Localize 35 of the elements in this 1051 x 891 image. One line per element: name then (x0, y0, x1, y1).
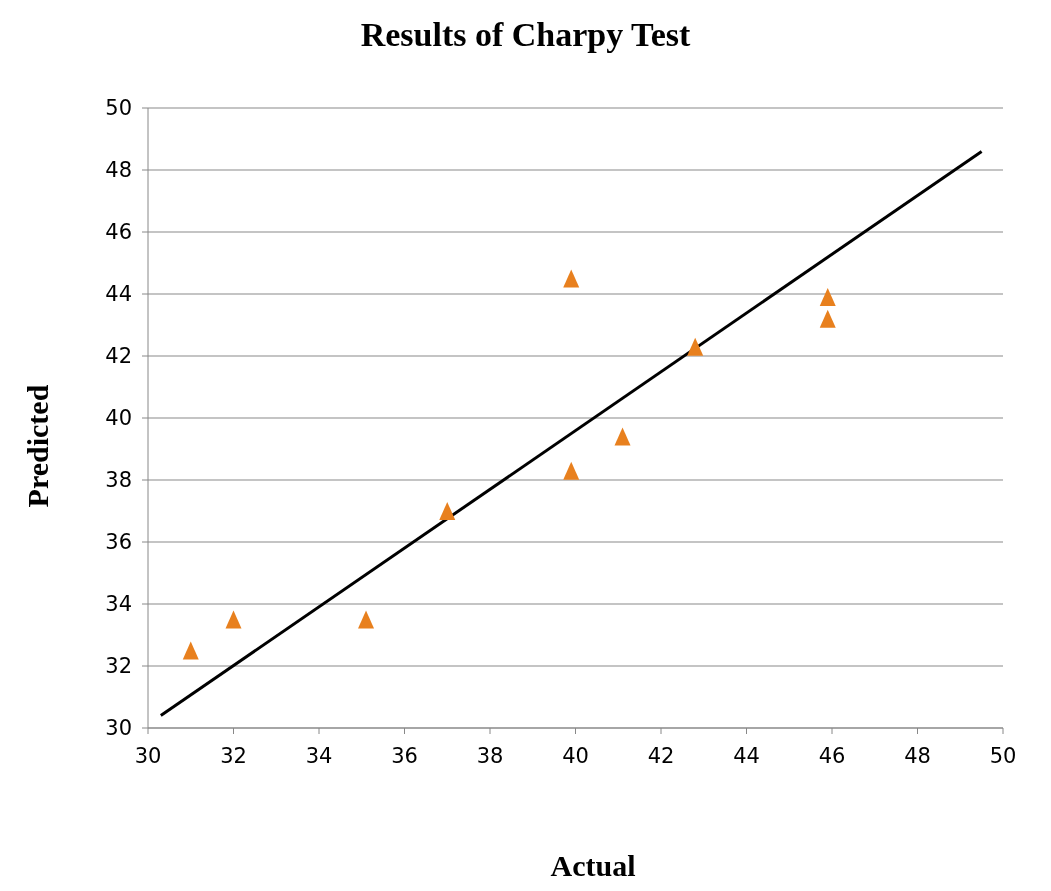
y-tick-label: 48 (105, 158, 132, 183)
y-tick-label: 40 (105, 406, 132, 431)
point (687, 337, 704, 356)
y-tick-label: 36 (105, 530, 132, 555)
x-tick-label: 50 (989, 743, 1017, 768)
y-tick-label: 44 (105, 282, 132, 307)
y-tick-label: 34 (105, 592, 132, 617)
point (358, 610, 375, 629)
point (182, 641, 199, 660)
x-tick-label: 46 (818, 743, 846, 768)
x-tick-label: 42 (647, 743, 675, 768)
x-tick-label: 30 (134, 743, 162, 768)
x-axis-title: Actual (549, 849, 637, 883)
chart-title: Results of Charpy Test (359, 16, 692, 54)
y-tick-label: 46 (105, 220, 132, 245)
y-tick-label: 32 (105, 654, 132, 679)
point (563, 269, 580, 288)
point (819, 309, 836, 328)
x-tick-label: 48 (904, 743, 931, 768)
y-tick-label: 50 (105, 96, 132, 121)
x-tick-label: 34 (305, 743, 333, 768)
x-tick-label: 38 (476, 743, 504, 768)
y-tick-label: 42 (105, 344, 132, 369)
point (439, 502, 456, 520)
point (225, 610, 242, 629)
y-tick-label: 38 (105, 468, 132, 493)
y-tick-label: 30 (105, 716, 132, 741)
x-tick-label: 36 (391, 743, 418, 768)
y-axis-title: Predicted (21, 384, 55, 507)
x-tick-label: 32 (220, 743, 247, 768)
point (563, 461, 580, 480)
point (819, 288, 836, 307)
x-tick-label: 40 (562, 743, 589, 768)
x-tick-label: 44 (733, 743, 760, 768)
point (614, 427, 631, 446)
